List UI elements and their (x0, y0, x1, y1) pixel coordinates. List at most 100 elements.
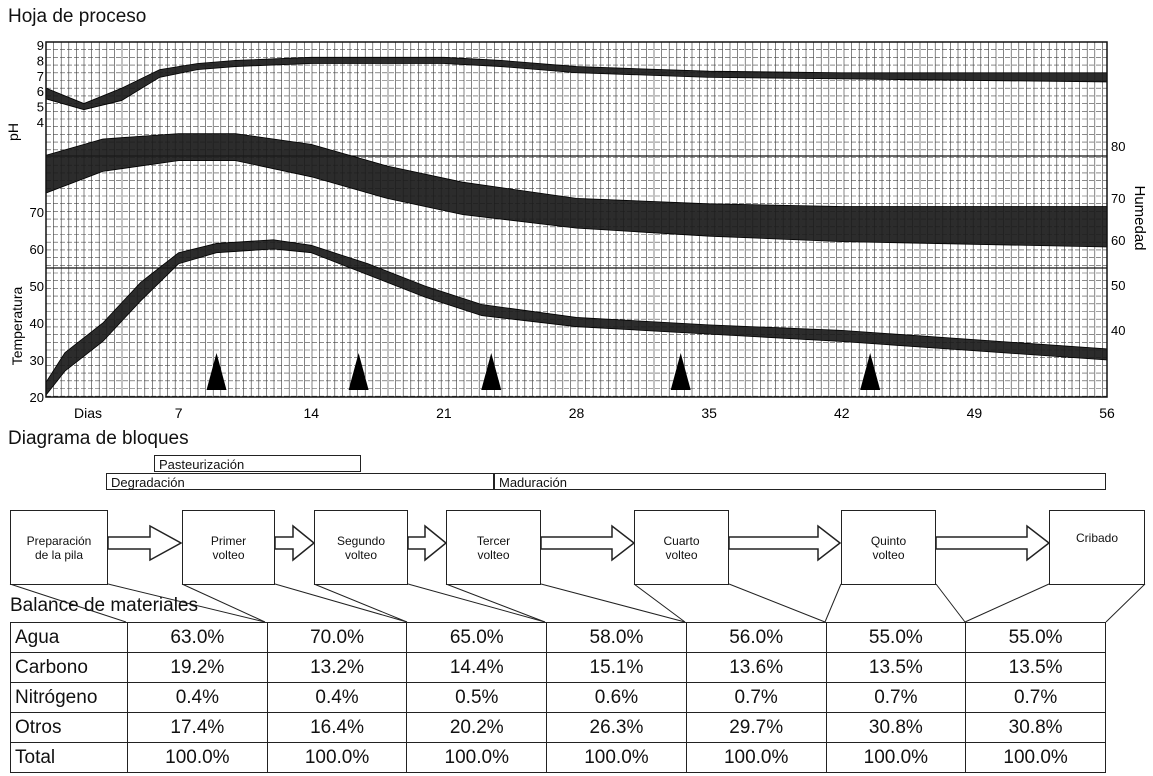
cell-value: 0.7% (825, 682, 967, 713)
block-cuarto-volteo: Cuarto volteo (634, 510, 729, 585)
cell-value: 100.0% (546, 742, 687, 773)
cell-value: 100.0% (266, 742, 408, 773)
row-label: Total (10, 742, 128, 773)
phase-degradacion: Degradación (106, 473, 494, 490)
humidity-tick-label: 50 (1111, 278, 1125, 293)
cell-value: 17.4% (127, 712, 268, 743)
cell-value: 55.0% (825, 622, 967, 653)
connector-2 (181, 583, 408, 623)
x-tick-label: 42 (834, 405, 850, 421)
temperature-tick-label: 40 (30, 316, 44, 331)
x-tick-label: 7 (175, 405, 183, 421)
turn-marker (860, 353, 881, 390)
x-tick-label: Dias (74, 405, 102, 421)
x-tick-label: 14 (303, 405, 319, 421)
cell-value: 100.0% (127, 742, 268, 773)
cell-value: 14.4% (406, 652, 548, 683)
ph-tick-label: 9 (37, 38, 44, 53)
blocks-title: Diagrama de bloques (8, 428, 189, 449)
row-label: Agua (10, 622, 128, 653)
block-segundo-volteo: Segundo volteo (314, 510, 408, 585)
cell-value: 13.2% (266, 652, 408, 683)
ph-tick-label: 6 (37, 84, 44, 99)
arrow-1 (107, 524, 183, 562)
cell-value: 100.0% (685, 742, 827, 773)
cell-value: 0.4% (266, 682, 408, 713)
humidity-axis-label: Humedad (1131, 185, 1148, 250)
humidity-tick-label: 70 (1111, 191, 1125, 206)
temperature-axis-label: Temperatura (9, 286, 25, 365)
cell-value: 13.5% (825, 652, 967, 683)
turn-markers (206, 353, 881, 390)
x-tick-label: 56 (1099, 405, 1115, 421)
chart-bands (45, 56, 1108, 397)
table-row: Agua 63.0% 70.0% 65.0% 58.0% 56.0% 55.0% 55.0% (10, 622, 1106, 653)
cell-value: 0.4% (127, 682, 268, 713)
cell-value: 0.7% (685, 682, 827, 713)
arrow-2 (274, 524, 316, 562)
humidity-tick-label: 60 (1111, 233, 1125, 248)
cell-value: 55.0% (965, 622, 1106, 653)
x-tick-label: 35 (701, 405, 717, 421)
temperature-band (45, 239, 1108, 397)
x-tick-label: 28 (569, 405, 585, 421)
process-chart: Dias 7 14 21 28 35 42 49 56987654706050403020807… (5, 38, 1148, 421)
temperature-tick-label: 30 (30, 353, 44, 368)
block-preparacion: Preparación de la pila (10, 510, 108, 585)
arrow-6 (935, 524, 1051, 562)
cell-value: 56.0% (685, 622, 827, 653)
cell-value: 29.7% (685, 712, 827, 743)
phase-maduracion: Maduración (494, 473, 1106, 490)
turn-marker (348, 353, 369, 390)
cell-value: 19.2% (127, 652, 268, 683)
connector-3 (313, 583, 546, 623)
humidity-tick-label: 40 (1111, 323, 1125, 338)
table-row: Nitrógeno 0.4% 0.4% 0.5% 0.6% 0.7% 0.7% 0.7% (10, 682, 1106, 713)
cell-value: 70.0% (266, 622, 408, 653)
block-tercer-volteo: Tercer volteo (446, 510, 541, 585)
arrow-3 (407, 524, 448, 562)
ph-tick-label: 4 (37, 115, 44, 130)
cell-value: 58.0% (546, 622, 687, 653)
row-label: Nitrógeno (10, 682, 128, 713)
x-tick-label: 21 (436, 405, 452, 421)
cell-value: 30.8% (965, 712, 1106, 743)
ph-axis-label: pH (5, 123, 21, 141)
humidity-tick-label: 80 (1111, 139, 1125, 154)
humidity-band (45, 133, 1108, 248)
connector-5 (633, 583, 826, 623)
table-row: Otros 17.4% 16.4% 20.2% 26.3% 29.7% 30.8% 30.8% (10, 712, 1106, 743)
temperature-tick-label: 60 (30, 242, 44, 257)
phase-pasteurizacion: Pasteurización (154, 455, 361, 472)
block-cribado: Cribado (1049, 510, 1145, 585)
cell-value: 26.3% (546, 712, 687, 743)
cell-value: 0.6% (546, 682, 687, 713)
balance-table: Agua 63.0% 70.0% 65.0% 58.0% 56.0% 55.0% 55.0% C… (10, 622, 1106, 773)
cell-value: 100.0% (965, 742, 1106, 773)
x-tick-label: 49 (967, 405, 983, 421)
cell-value: 16.4% (266, 712, 408, 743)
connector-4 (445, 583, 686, 623)
ph-tick-label: 7 (37, 69, 44, 84)
flow-arrows (9, 524, 1146, 623)
sheet-title: Hoja de proceso (8, 6, 147, 27)
arrow-5 (728, 524, 842, 562)
row-label: Carbono (10, 652, 128, 683)
arrow-4 (540, 524, 636, 562)
plot-frame (45, 41, 1108, 398)
cell-value: 20.2% (406, 712, 548, 743)
balance-title: Balance de materiales (10, 595, 198, 616)
cell-value: 13.5% (965, 652, 1106, 683)
ph-tick-label: 5 (37, 100, 44, 115)
turn-marker (206, 353, 227, 390)
temperature-tick-label: 20 (30, 390, 44, 405)
table-row: Total 100.0% 100.0% 100.0% 100.0% 100.0% 100.0… (10, 742, 1106, 773)
block-quinto-volteo: Quinto volteo (841, 510, 936, 585)
cell-value: 15.1% (546, 652, 687, 683)
connector-1 (9, 583, 266, 623)
turn-marker (670, 353, 691, 390)
ph-band (45, 56, 1108, 111)
table-row: Carbono 19.2% 13.2% 14.4% 15.1% 13.6% 13.5% 13.… (10, 652, 1106, 683)
chart-ticks: Dias 7 14 21 28 35 42 49 56987654706050403020807… (30, 38, 1126, 421)
cell-value: 30.8% (825, 712, 967, 743)
